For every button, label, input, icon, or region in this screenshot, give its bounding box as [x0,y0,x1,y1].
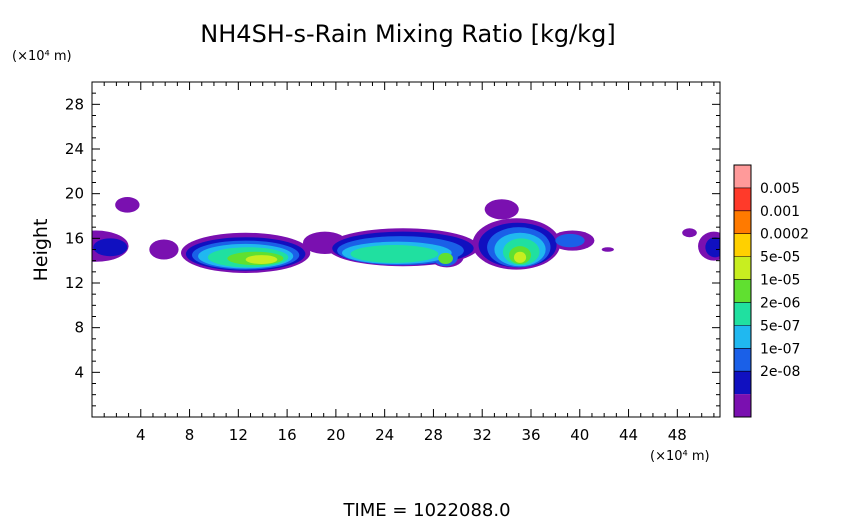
x-tick-label: 8 [185,426,195,444]
colorbar-label: 0.005 [760,181,800,197]
colorbar-swatch [734,279,751,303]
x-tick-label: 28 [424,426,443,444]
colorbar-label: 2e-06 [760,295,800,311]
colorbar-swatch [734,210,751,234]
y-tick-label: 12 [65,274,84,292]
time-footer: TIME = 1022088.0 [342,500,510,519]
y-tick-label: 8 [74,319,84,337]
x-tick-label: 48 [668,426,687,444]
x-tick-label: 24 [375,426,394,444]
colorbar-swatch [734,302,751,326]
y-axis-label: Height [30,219,52,282]
contour-region [484,199,519,220]
y-tick-label: 20 [65,185,84,203]
contour-region [149,239,179,260]
x-tick-label: 36 [521,426,540,444]
x-tick-label: 12 [229,426,248,444]
x-tick-label: 32 [473,426,492,444]
colorbar-swatch [734,348,751,372]
contour-region [245,255,278,265]
x-tick-label: 40 [570,426,589,444]
colorbar-label: 1e-05 [760,273,800,289]
x-tick-label: 44 [619,426,638,444]
x-tick-label: 20 [326,426,345,444]
colorbar-label: 1e-07 [760,341,800,357]
y-tick-label: 16 [65,229,84,247]
y-tick-label: 28 [65,95,84,113]
colorbar-swatch [734,233,751,257]
contour-region [513,251,527,263]
colorbar-label: 2e-08 [760,364,800,380]
colorbar: 0.005 0.001 0.0002 5e-05 1e-05 2e-06 5e-07 1e-0… [733,164,809,418]
colorbar-swatch [734,394,751,417]
colorbar-label: 5e-05 [760,250,800,266]
x-unit-label: (×10⁴ m) [650,449,710,464]
colorbar-label: 5e-07 [760,318,800,334]
colorbar-swatch [734,187,751,211]
y-tick-label: 4 [74,363,84,381]
contour-region [115,197,140,213]
contour-region [93,238,128,257]
colorbar-frame [733,164,752,418]
data-regions [92,197,720,273]
contour-region [438,252,453,265]
contour-region [601,247,614,252]
chart-title: NH4SH-s-Rain Mixing Ratio [kg/kg] [200,20,615,48]
contour-region [682,228,697,238]
colorbar-swatch [734,325,751,349]
colorbar-label: 0.001 [760,204,800,220]
y-unit-label: (×10⁴ m) [12,49,72,64]
contour-region [705,237,720,258]
x-tick-label: 16 [278,426,297,444]
contour-region [350,245,439,263]
colorbar-swatch [734,371,751,395]
contour-region [555,233,585,248]
colorbar-swatch [734,256,751,280]
y-tick-label: 24 [65,140,84,158]
colorbar-swatch [734,165,751,188]
x-tick-label: 4 [136,426,146,444]
colorbar-label: 0.0002 [760,227,809,243]
